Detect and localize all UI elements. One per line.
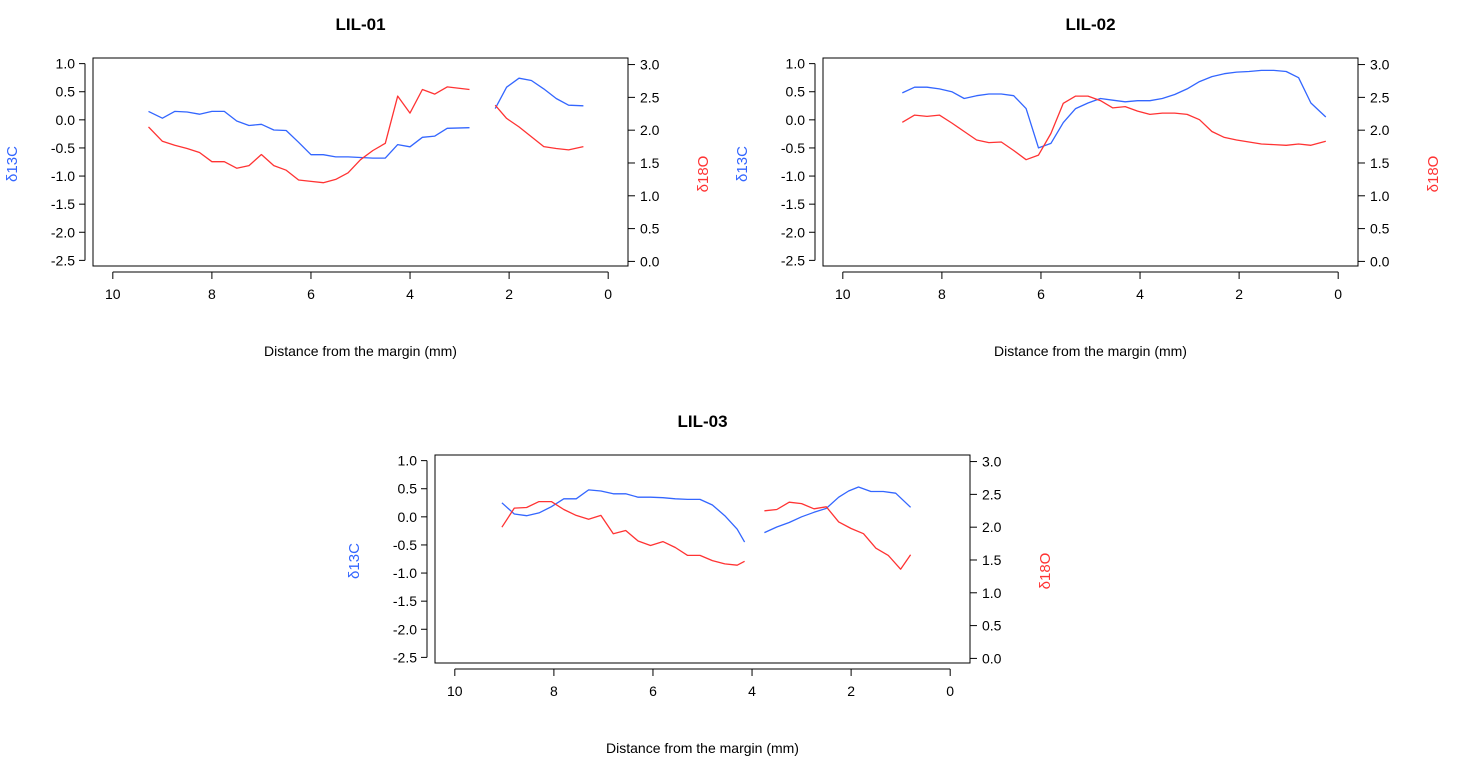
x-axis-label: Distance from the margin (mm): [264, 343, 457, 359]
x-tick-label: 6: [307, 286, 315, 302]
left-tick-label: 1.0: [398, 453, 418, 469]
x-tick-label: 8: [208, 286, 216, 302]
left-tick-label: -1.5: [51, 196, 75, 212]
y-axis-label-d13c: δ13C: [346, 543, 363, 579]
left-tick-label: -2.5: [51, 252, 75, 268]
left-tick-label: -0.5: [51, 140, 75, 156]
chart-title: LIL-02: [1065, 15, 1115, 34]
left-tick-label: 0.0: [398, 509, 418, 525]
right-tick-label: 1.5: [640, 155, 660, 171]
panel-lil-02: LIL-02 1.0 0.5 0.0 -0.5 -1.0 -1.5 -2.0 -2.5 3.0 2.…: [734, 15, 1442, 359]
right-tick-label: 1.0: [640, 188, 660, 204]
x-tick-label: 2: [505, 286, 513, 302]
x-axis-label: Distance from the margin (mm): [606, 740, 799, 756]
right-tick-label: 0.5: [1370, 221, 1390, 237]
left-tick-label: 0.5: [786, 84, 806, 100]
right-tick-label: 0.0: [640, 253, 660, 269]
x-tick-label: 2: [847, 683, 855, 699]
x-tick-label: 4: [406, 286, 414, 302]
d18o-series-line: [494, 104, 584, 151]
right-tick-label: 1.0: [1370, 188, 1390, 204]
right-tick-label: 2.0: [982, 519, 1002, 535]
left-tick-label: -1.0: [393, 565, 417, 581]
d13c-series-line: [501, 489, 746, 543]
left-tick-label: -1.5: [393, 593, 417, 609]
y-axis-label-d18o: δ18O: [695, 156, 712, 193]
right-tick-label: 3.0: [1370, 57, 1390, 73]
y-axis-label-d13c: δ13C: [734, 146, 751, 182]
x-tick-label: 10: [105, 286, 121, 302]
x-tick-label: 4: [748, 683, 756, 699]
right-tick-label: 2.0: [1370, 122, 1390, 138]
chart-title: LIL-01: [335, 15, 385, 34]
x-tick-label: 10: [835, 286, 851, 302]
right-tick-label: 2.5: [1370, 89, 1390, 105]
d13c-series-line: [764, 486, 912, 534]
left-tick-label: -2.0: [51, 224, 75, 240]
chart-title: LIL-03: [677, 412, 727, 431]
d13c-series-line: [494, 77, 584, 109]
left-tick-label: -2.0: [781, 224, 805, 240]
left-tick-label: -2.5: [393, 649, 417, 665]
left-tick-label: -1.0: [781, 168, 805, 184]
right-tick-label: 3.0: [640, 57, 660, 73]
right-tick-label: 0.0: [1370, 253, 1390, 269]
left-tick-label: -2.0: [393, 621, 417, 637]
right-tick-label: 0.5: [982, 618, 1002, 634]
right-tick-label: 1.5: [982, 552, 1002, 568]
d18o-series-line: [148, 86, 470, 184]
x-tick-label: 6: [649, 683, 657, 699]
x-tick-label: 0: [604, 286, 612, 302]
y-axis-label-d18o: δ18O: [1037, 553, 1054, 590]
left-tick-label: 0.0: [56, 112, 76, 128]
left-tick-label: 0.0: [786, 112, 806, 128]
d18o-series-line: [501, 500, 745, 566]
left-tick-label: -0.5: [393, 537, 417, 553]
left-tick-label: -2.5: [781, 252, 805, 268]
left-tick-label: 1.0: [786, 56, 806, 72]
right-tick-label: 2.5: [982, 486, 1002, 502]
x-tick-label: 8: [550, 683, 558, 699]
left-tick-label: -0.5: [781, 140, 805, 156]
x-tick-label: 10: [447, 683, 463, 699]
left-tick-label: -1.0: [51, 168, 75, 184]
x-tick-label: 0: [946, 683, 954, 699]
left-tick-label: 1.0: [56, 56, 76, 72]
d13c-series-line: [902, 69, 1327, 149]
left-tick-label: 0.5: [398, 481, 418, 497]
panel-lil-01: LIL-01 1.0 0.5 0.0 -0.5 -1.0 -1.5 -2.0 -2.5 3.0 2.…: [4, 15, 712, 359]
right-tick-label: 2.0: [640, 122, 660, 138]
left-tick-label: 0.5: [56, 84, 76, 100]
d18o-series-line: [901, 95, 1326, 161]
right-tick-label: 3.0: [982, 454, 1002, 470]
panel-lil-03: LIL-03 1.0 0.5 0.0 -0.5 -1.0 -1.5 -2.0 -2.5 3.0 2.…: [346, 412, 1054, 756]
y-axis-label-d18o: δ18O: [1425, 156, 1442, 193]
x-tick-label: 6: [1037, 286, 1045, 302]
d13c-series-line: [148, 110, 470, 159]
left-tick-label: -1.5: [781, 196, 805, 212]
x-axis-label: Distance from the margin (mm): [994, 343, 1187, 359]
x-tick-label: 0: [1334, 286, 1342, 302]
d18o-series-line: [764, 501, 912, 570]
right-tick-label: 0.5: [640, 221, 660, 237]
x-tick-label: 4: [1136, 286, 1144, 302]
right-tick-label: 2.5: [640, 89, 660, 105]
x-tick-label: 8: [938, 286, 946, 302]
right-tick-label: 1.5: [1370, 155, 1390, 171]
y-axis-label-d13c: δ13C: [4, 146, 21, 182]
right-tick-label: 0.0: [982, 650, 1002, 666]
x-tick-label: 2: [1235, 286, 1243, 302]
right-tick-label: 1.0: [982, 585, 1002, 601]
